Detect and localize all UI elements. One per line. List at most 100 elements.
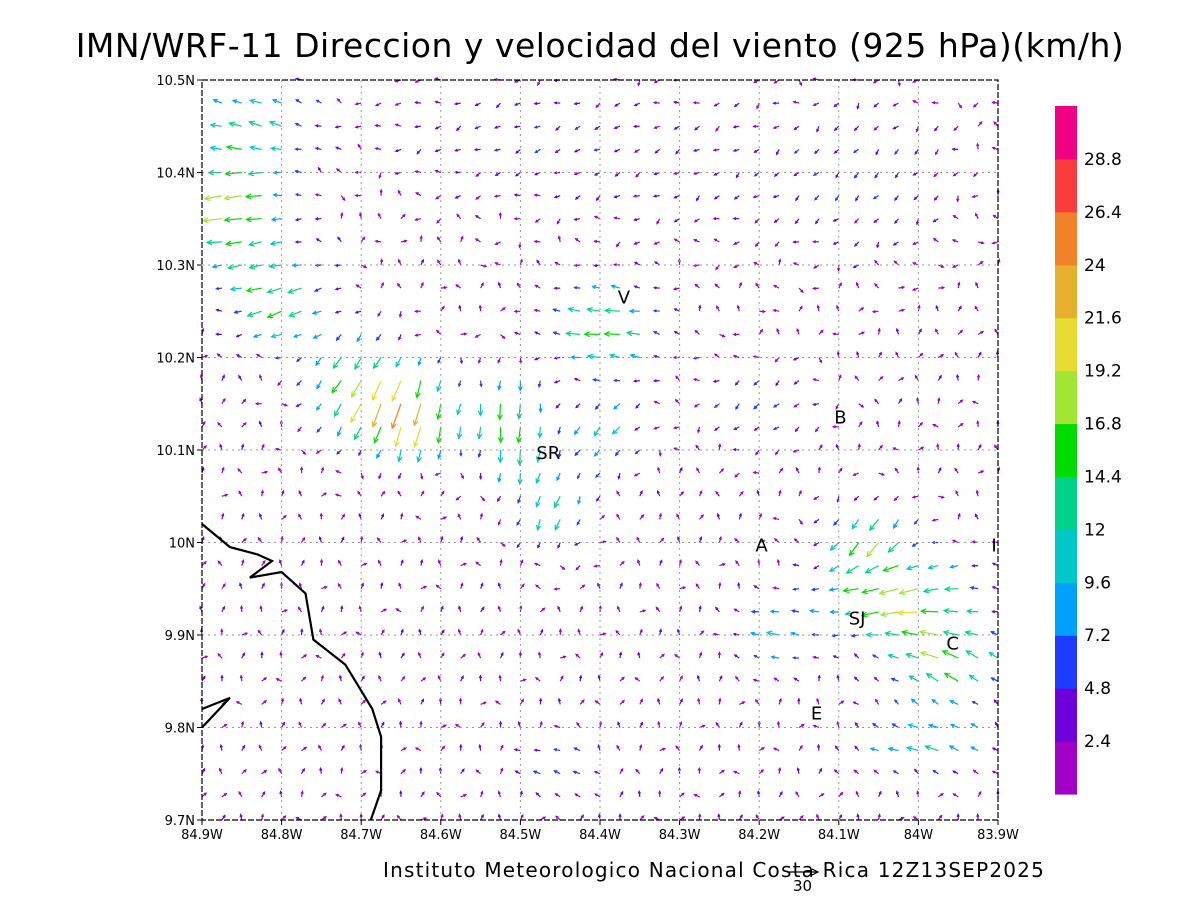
wind-vector — [613, 216, 621, 220]
wind-vector-head — [812, 378, 817, 382]
colorbar-label: 4.8 — [1084, 679, 1111, 699]
wind-vector — [319, 628, 323, 636]
wind-vector-head — [938, 374, 942, 379]
x-tick-label: 84.7W — [340, 828, 382, 843]
wind-vector-head — [199, 373, 203, 378]
wind-vector — [440, 745, 446, 751]
wind-vector-head — [876, 420, 880, 425]
wind-vector — [454, 195, 461, 199]
wind-vector — [658, 449, 662, 457]
wind-vector-head — [494, 242, 498, 245]
wind-vector-head — [833, 521, 838, 526]
wind-vector-head — [354, 125, 359, 129]
wind-vector-head — [555, 127, 559, 131]
wind-vector — [340, 211, 344, 219]
wind-vector — [818, 357, 823, 364]
wind-vector-shaft — [518, 403, 521, 419]
wind-vector-head — [692, 378, 697, 382]
wind-vector-head — [935, 328, 939, 333]
wind-vector-head — [773, 80, 777, 84]
wind-vector-head — [792, 449, 797, 453]
wind-vector-head — [715, 606, 719, 611]
wind-vector-head — [204, 354, 209, 358]
wind-vector — [595, 472, 601, 478]
wind-vector — [238, 374, 243, 381]
wind-vector — [677, 535, 681, 543]
wind-vector-head — [613, 149, 618, 153]
wind-vector-head — [757, 789, 761, 794]
wind-vector-head — [540, 628, 544, 633]
wind-vector-head — [311, 310, 317, 315]
wind-vector-head — [294, 77, 299, 81]
wind-vector-head — [455, 284, 459, 288]
wind-vector-head — [865, 631, 872, 638]
wind-vector — [577, 628, 581, 636]
wind-vector-head — [437, 454, 442, 460]
wind-vector-head — [520, 559, 524, 564]
wind-vector-shaft — [246, 287, 262, 292]
wind-vector — [698, 536, 703, 543]
wind-vector — [918, 629, 939, 636]
wind-vector-shaft — [810, 610, 819, 613]
wind-vector — [398, 698, 402, 705]
wind-vector-head — [378, 475, 382, 480]
wind-vector — [201, 675, 206, 682]
wind-vector-head — [682, 586, 687, 590]
wind-vector — [474, 238, 481, 243]
wind-vector — [573, 377, 581, 382]
wind-vector-head — [755, 282, 759, 287]
wind-vector — [856, 351, 860, 358]
wind-vector-head — [679, 675, 683, 679]
wind-vector-head — [246, 311, 254, 318]
wind-vector-head — [573, 286, 578, 290]
wind-vector-head — [500, 767, 504, 772]
wind-vector — [817, 466, 821, 474]
wind-vector-head — [672, 100, 677, 104]
wind-vector-shaft — [210, 147, 222, 150]
wind-vector-head — [360, 582, 364, 587]
wind-vector — [311, 310, 322, 315]
wind-vector-head — [673, 308, 678, 312]
wind-vector — [875, 149, 880, 156]
wind-vector — [239, 674, 243, 682]
wind-vector — [772, 747, 780, 752]
wind-vector-head — [420, 475, 424, 480]
wind-vector — [356, 334, 362, 343]
wind-vector-head — [294, 122, 299, 127]
wind-vector-head — [375, 770, 379, 774]
wind-vector — [414, 747, 422, 752]
wind-vector — [298, 513, 303, 520]
wind-vector — [970, 723, 979, 729]
wind-vector-head — [991, 747, 996, 751]
wind-vector — [892, 447, 899, 451]
wind-vector-head — [395, 608, 399, 612]
wind-vector — [892, 102, 899, 107]
wind-vector-head — [497, 281, 501, 286]
wind-vector — [712, 148, 720, 152]
wind-vector — [818, 767, 823, 774]
wind-vector-shaft — [350, 403, 362, 423]
wind-vector-head — [415, 391, 421, 399]
wind-vector-head — [887, 546, 894, 553]
wind-vector — [225, 144, 242, 151]
wind-vector — [908, 675, 919, 682]
wind-vector — [657, 720, 661, 728]
wind-vector-head — [480, 790, 484, 795]
wind-vector — [924, 745, 939, 752]
wind-vector — [391, 380, 402, 402]
wind-vector-head — [260, 489, 264, 494]
wind-vector-head — [538, 408, 543, 414]
wind-vector-head — [835, 174, 839, 179]
wind-vector — [673, 330, 680, 335]
wind-vector-head — [399, 720, 403, 725]
wind-vector — [658, 628, 663, 636]
wind-vector-head — [819, 767, 823, 772]
wind-vector — [399, 720, 403, 728]
wind-vector — [718, 443, 722, 451]
wind-vector — [698, 489, 703, 497]
wind-vector-head — [856, 813, 860, 818]
wind-vector-head — [975, 489, 979, 494]
wind-vector-head — [943, 586, 951, 592]
wind-vector — [440, 305, 445, 312]
wind-vector — [573, 541, 581, 546]
